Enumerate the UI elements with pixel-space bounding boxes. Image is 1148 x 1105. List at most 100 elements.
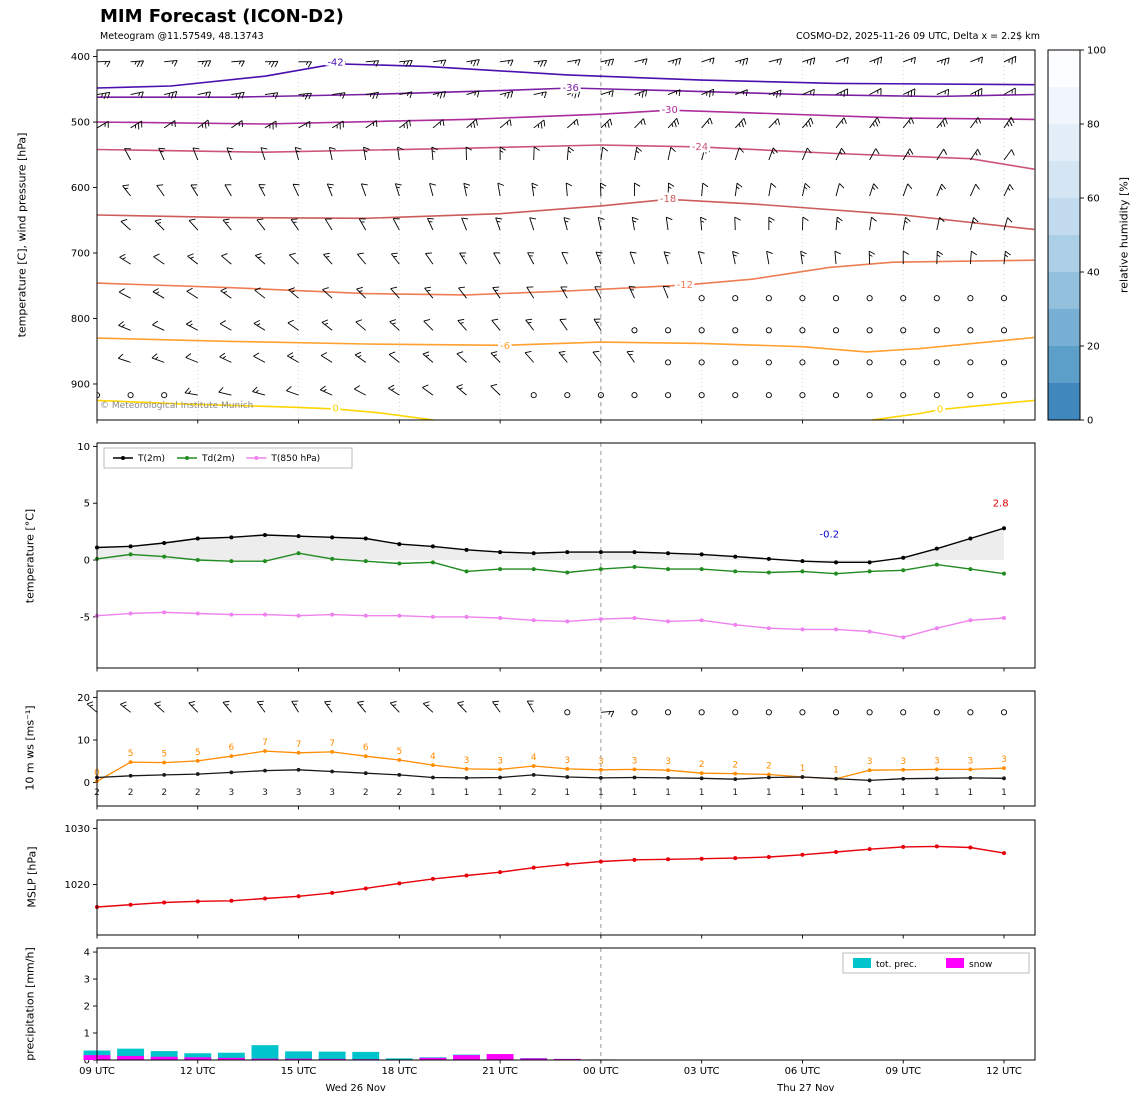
svg-text:1: 1 (867, 788, 873, 798)
wind-panel: 0 5 5 5 6 7 7 7 6 5 4 3 3 4 3 3 3 3 2 2 2 1 1 3 3 3 3 3 2 2 2 2 3 3 3 3 2 2 1 1… (86, 700, 1008, 798)
svg-text:1: 1 (900, 788, 906, 798)
svg-text:3: 3 (1001, 755, 1007, 765)
svg-text:3: 3 (934, 756, 940, 766)
svg-text:1: 1 (497, 788, 503, 798)
svg-text:10: 10 (77, 735, 90, 746)
svg-text:20: 20 (1087, 342, 1100, 353)
svg-text:2: 2 (128, 788, 134, 798)
panel-boxes (96, 49, 1036, 1061)
svg-text:18 UTC: 18 UTC (381, 1066, 417, 1077)
svg-text:0: 0 (937, 404, 943, 415)
svg-text:1: 1 (665, 788, 671, 798)
contour-lines (97, 62, 1035, 420)
ylabel-precipitation: precipitation [mm/h] (23, 947, 37, 1061)
svg-text:1: 1 (800, 788, 806, 798)
t2m-fill (97, 528, 1004, 563)
svg-text:100: 100 (1087, 46, 1106, 57)
svg-text:7: 7 (329, 739, 335, 749)
svg-text:snow: snow (969, 960, 992, 970)
svg-text:12 UTC: 12 UTC (986, 1066, 1022, 1077)
ylabel-mslp: MSLP [hPa] (25, 846, 39, 908)
svg-text:-36: -36 (562, 83, 578, 94)
svg-text:5: 5 (195, 748, 201, 758)
svg-text:-12: -12 (677, 280, 693, 291)
svg-text:60: 60 (1087, 194, 1100, 205)
series-wind-mean (95, 767, 1006, 783)
svg-text:1030: 1030 (65, 824, 90, 835)
svg-text:1: 1 (464, 788, 470, 798)
svg-text:15 UTC: 15 UTC (281, 1066, 317, 1077)
svg-text:0: 0 (1087, 416, 1093, 427)
svg-text:1: 1 (766, 788, 772, 798)
svg-text:T(850 hPa): T(850 hPa) (270, 454, 320, 464)
svg-text:2: 2 (363, 788, 369, 798)
svg-text:2: 2 (699, 760, 705, 770)
svg-text:0: 0 (84, 778, 90, 789)
svg-text:1: 1 (564, 788, 570, 798)
svg-text:06 UTC: 06 UTC (785, 1066, 821, 1077)
svg-text:3: 3 (900, 757, 906, 767)
ylabel-pressure: temperature [C], wind pressure [hPa] (15, 132, 29, 338)
svg-text:700: 700 (71, 249, 90, 260)
svg-text:400: 400 (71, 52, 90, 63)
svg-text:T(2m): T(2m) (137, 454, 165, 464)
svg-text:3: 3 (598, 757, 604, 767)
page-title: MIM Forecast (ICON-D2) (100, 6, 344, 27)
series-T(850 hPa) (95, 610, 1006, 640)
svg-text:500: 500 (71, 118, 90, 129)
svg-text:2: 2 (531, 788, 537, 798)
svg-text:1: 1 (1001, 788, 1007, 798)
svg-text:7: 7 (296, 740, 302, 750)
svg-text:2: 2 (732, 761, 738, 771)
svg-text:3: 3 (329, 788, 335, 798)
x-axis-labels: 09 UTC 12 UTC 15 UTC 18 UTC 21 UTC 00 UTC 03 U… (79, 1066, 1022, 1094)
legend-precipitation: tot. prec. snow (842, 952, 1030, 974)
svg-text:03 UTC: 03 UTC (684, 1066, 720, 1077)
svg-text:09 UTC: 09 UTC (79, 1066, 115, 1077)
svg-text:5: 5 (128, 749, 134, 759)
colorbar: 0 20 40 60 80 100 (1047, 46, 1106, 427)
svg-text:6: 6 (229, 743, 235, 753)
svg-text:4: 4 (430, 752, 436, 762)
svg-text:7: 7 (262, 738, 268, 748)
svg-text:00 UTC: 00 UTC (583, 1066, 619, 1077)
svg-text:2: 2 (84, 1002, 90, 1013)
svg-text:-0.2: -0.2 (820, 529, 840, 540)
svg-text:1: 1 (430, 788, 436, 798)
surface-wind-barbs (86, 700, 1008, 718)
upper-air-panel: -42 -36 -30 -24 -18 -12 -6 0 0 (97, 55, 1035, 420)
svg-text:12 UTC: 12 UTC (180, 1066, 216, 1077)
temperature-panel: -0.2 2.8 T(2m) Td(2m) T(850 hPa) (95, 447, 1009, 640)
svg-text:1: 1 (833, 766, 839, 776)
svg-text:3: 3 (229, 788, 235, 798)
svg-text:5: 5 (396, 747, 402, 757)
svg-text:10: 10 (77, 442, 90, 453)
svg-text:900: 900 (71, 379, 90, 390)
svg-text:3: 3 (296, 788, 302, 798)
svg-text:Wed 26 Nov: Wed 26 Nov (325, 1083, 385, 1094)
model-run-info: COSMO-D2, 2025-11-26 09 UTC, Delta x = 2… (795, 31, 1040, 42)
svg-text:4: 4 (531, 753, 537, 763)
series-wind-gust (95, 749, 1006, 784)
svg-text:3: 3 (262, 788, 268, 798)
colorbar-label: relative humidity [%] (1117, 176, 1131, 294)
svg-text:3: 3 (464, 756, 470, 766)
svg-text:4: 4 (84, 948, 90, 959)
legend-temperature: T(2m) Td(2m) T(850 hPa) (103, 447, 353, 469)
svg-text:tot. prec.: tot. prec. (876, 960, 917, 970)
svg-text:600: 600 (71, 183, 90, 194)
svg-text:1: 1 (800, 764, 806, 774)
svg-text:1: 1 (732, 788, 738, 798)
svg-text:-24: -24 (692, 142, 708, 153)
svg-text:3: 3 (84, 975, 90, 986)
svg-text:0: 0 (84, 556, 90, 567)
mslp-panel (95, 844, 1006, 909)
svg-text:1: 1 (934, 788, 940, 798)
svg-text:Td(2m): Td(2m) (201, 454, 235, 464)
svg-text:Thu 27 Nov: Thu 27 Nov (776, 1083, 834, 1094)
svg-text:3: 3 (564, 756, 570, 766)
svg-text:40: 40 (1087, 268, 1100, 279)
